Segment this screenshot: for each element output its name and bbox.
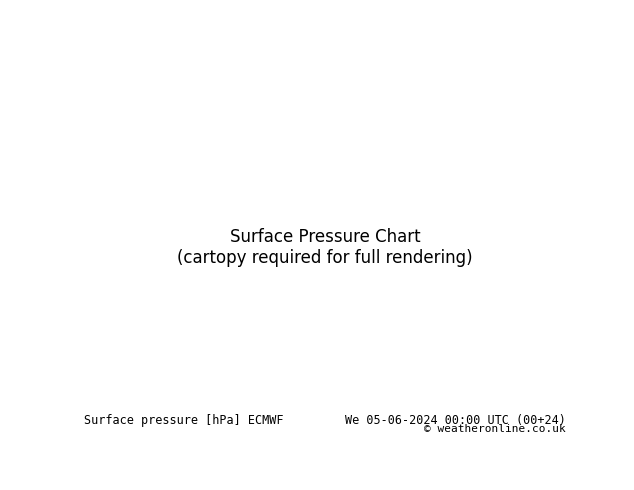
Text: © weatheronline.co.uk: © weatheronline.co.uk <box>424 424 566 434</box>
Text: Surface Pressure Chart
(cartopy required for full rendering): Surface Pressure Chart (cartopy required… <box>177 228 473 267</box>
Text: We 05-06-2024 00:00 UTC (00+24): We 05-06-2024 00:00 UTC (00+24) <box>345 414 566 427</box>
Text: Surface pressure [hPa] ECMWF: Surface pressure [hPa] ECMWF <box>84 414 283 427</box>
